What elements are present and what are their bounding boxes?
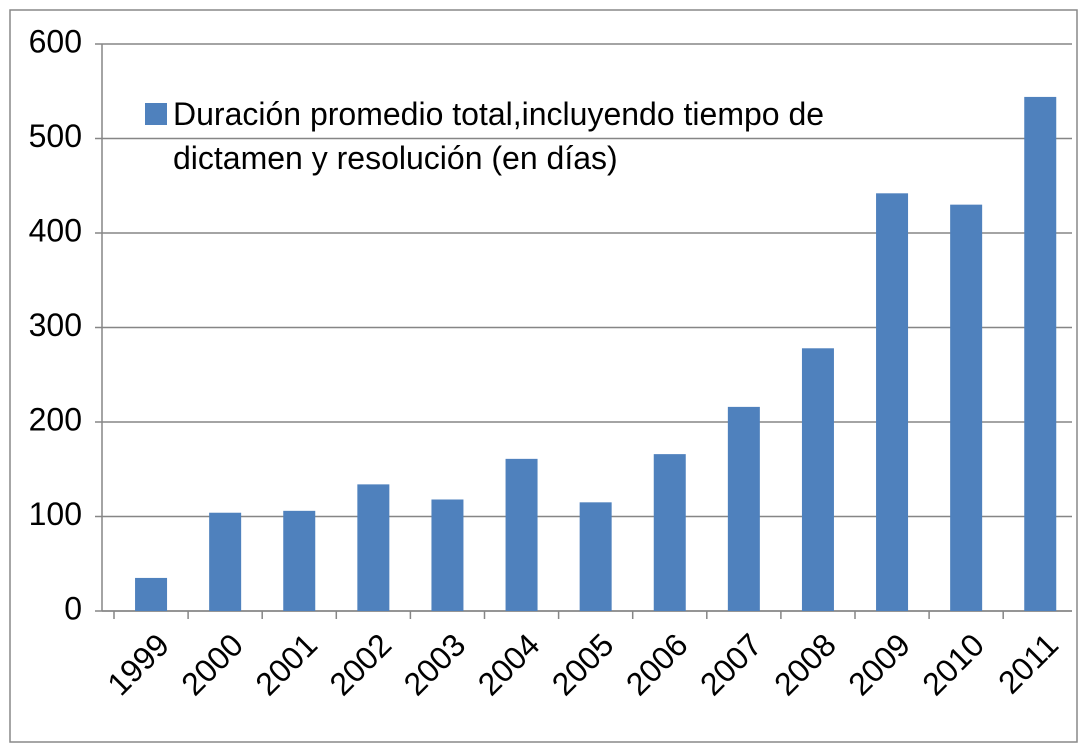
y-tick-label: 100 (29, 496, 82, 532)
bar (950, 204, 983, 611)
x-tick-label: 2006 (619, 626, 695, 702)
bar (135, 577, 168, 611)
x-tick-label: 2005 (545, 626, 621, 702)
y-tick-label: 300 (29, 307, 82, 343)
x-tick-label: 2007 (693, 626, 769, 702)
y-tick-label: 0 (64, 590, 82, 626)
bar (801, 348, 834, 611)
x-tick-label: 2008 (767, 626, 843, 702)
bar (357, 484, 390, 611)
bar (431, 499, 464, 611)
bar (579, 502, 612, 611)
x-tick-label: 2011 (991, 626, 1065, 700)
bar (505, 458, 538, 611)
x-tick-label: 1999 (100, 626, 176, 702)
bar (283, 510, 316, 611)
y-tick-label: 400 (29, 212, 82, 248)
x-tick-label: 2004 (471, 626, 547, 702)
bar (876, 193, 909, 611)
x-tick-label: 2002 (322, 626, 398, 702)
bar (1024, 96, 1057, 612)
y-tick-label: 200 (29, 401, 82, 437)
x-tick-label: 2000 (174, 626, 250, 702)
y-tick-label: 500 (29, 118, 82, 154)
legend-label: Duración promedio total,incluyendo tiemp… (173, 96, 825, 176)
legend-swatch (145, 103, 167, 125)
x-tick-label: 2009 (841, 626, 917, 702)
bar (209, 512, 242, 611)
x-tick-label: 2010 (915, 626, 991, 702)
bar (727, 406, 760, 611)
x-tick-label: 2001 (248, 626, 324, 702)
y-tick-label: 600 (29, 23, 82, 59)
chart-border (9, 9, 1078, 743)
legend: Duración promedio total,incluyendo tiemp… (145, 92, 905, 180)
bar (653, 454, 686, 611)
x-tick-label: 2003 (397, 626, 473, 702)
